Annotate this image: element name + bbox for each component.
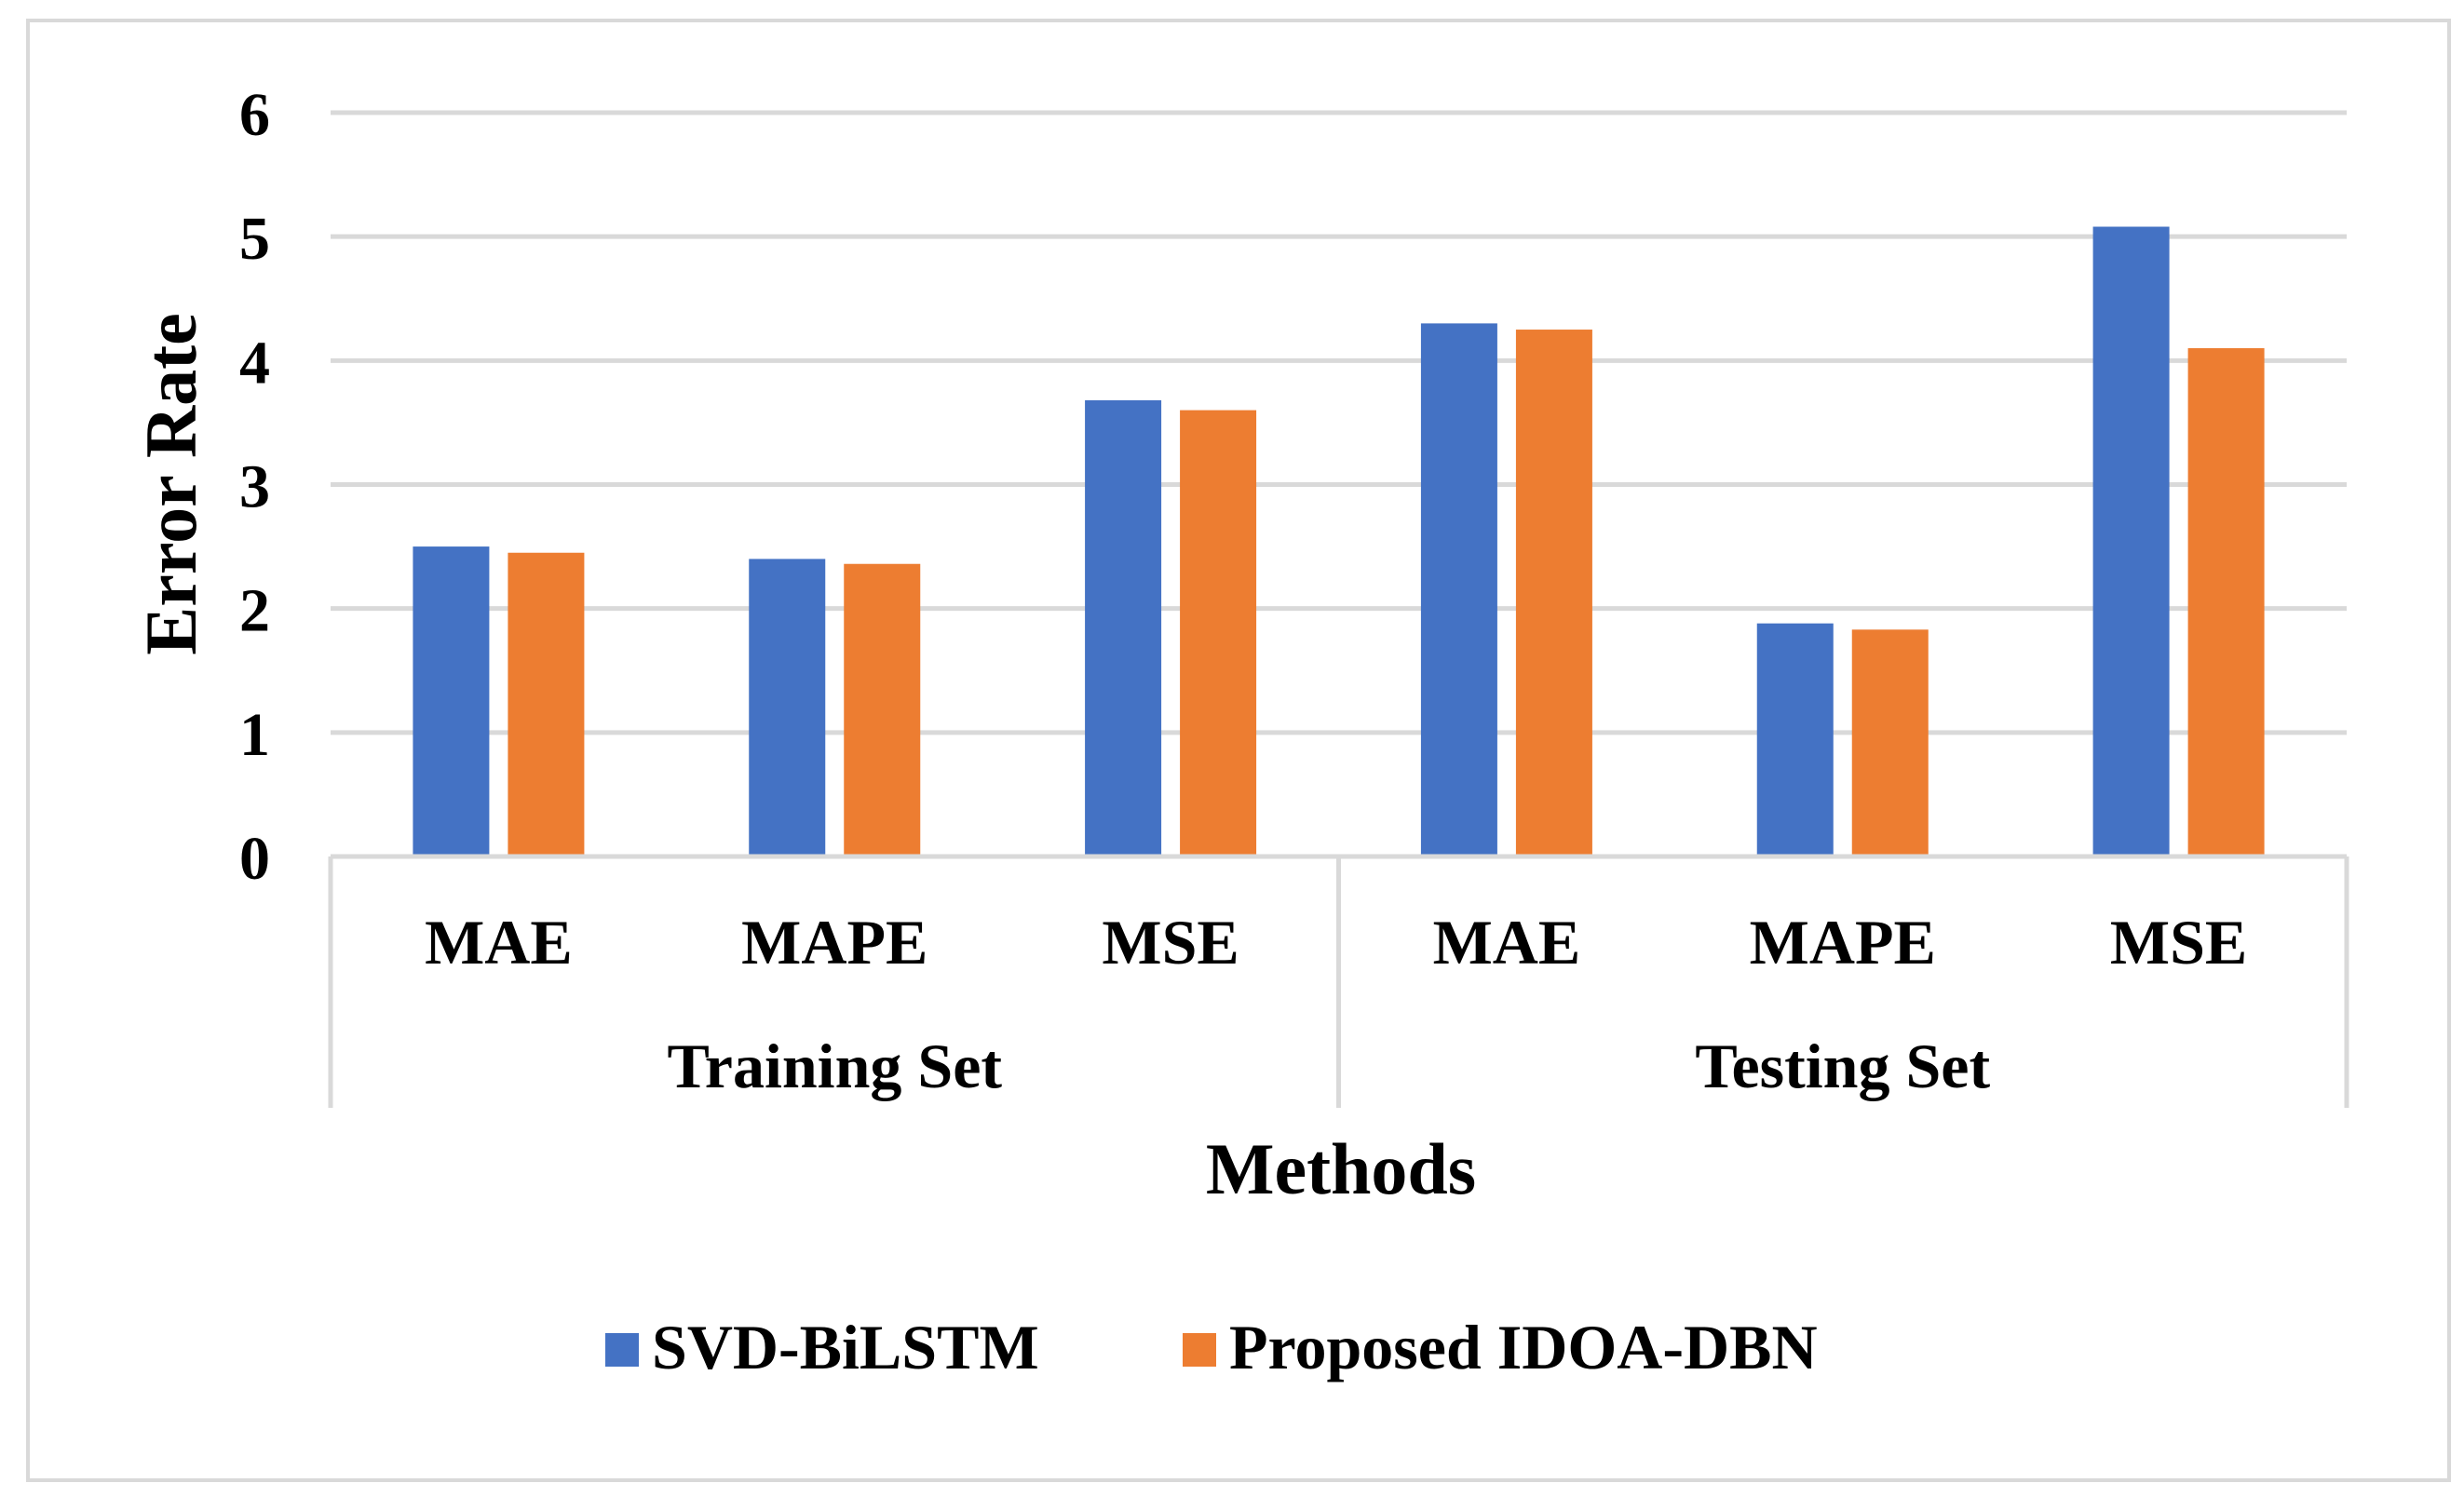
group-label: Training Set bbox=[667, 1031, 1002, 1101]
category-label: MAPE bbox=[1750, 907, 1936, 977]
legend-swatch bbox=[605, 1333, 639, 1367]
bar-svd-bilstm-4 bbox=[1756, 623, 1834, 856]
y-tick-label: 4 bbox=[239, 329, 270, 397]
category-label: MAE bbox=[425, 907, 573, 977]
legend: SVD-BiLSTM Proposed IDOA-DBN bbox=[605, 1312, 1818, 1382]
x-axis-title: Methods bbox=[1206, 1128, 1476, 1209]
gridlines bbox=[331, 110, 2347, 735]
group-label: Testing Set bbox=[1695, 1031, 1990, 1101]
y-tick-label: 1 bbox=[239, 701, 270, 769]
y-tick-label: 3 bbox=[239, 453, 270, 521]
category-labels: MAE MAPE MSE MAE MAPE MSE Training Set Testing … bbox=[425, 907, 2247, 1101]
y-tick-label: 5 bbox=[239, 205, 270, 273]
bar-idoa-dbn-5 bbox=[2187, 348, 2265, 856]
legend-label: Proposed IDOA-DBN bbox=[1229, 1312, 1818, 1382]
category-label: MSE bbox=[1102, 907, 1239, 977]
bar-idoa-dbn-2 bbox=[1180, 410, 1257, 856]
bar-idoa-dbn-0 bbox=[508, 552, 585, 856]
category-axis bbox=[328, 854, 2349, 1108]
bar-idoa-dbn-1 bbox=[844, 563, 921, 856]
legend-swatch bbox=[1183, 1333, 1216, 1367]
bar-idoa-dbn-3 bbox=[1515, 330, 1592, 857]
bar-svd-bilstm-3 bbox=[1420, 323, 1497, 857]
category-label: MAE bbox=[1433, 907, 1581, 977]
y-tick-label: 2 bbox=[239, 577, 270, 645]
bar-svd-bilstm-1 bbox=[749, 559, 826, 856]
bar-svd-bilstm-0 bbox=[413, 546, 490, 856]
y-tick-label: 0 bbox=[239, 825, 270, 893]
bar-svd-bilstm-2 bbox=[1085, 399, 1162, 856]
bar-idoa-dbn-4 bbox=[1851, 629, 1929, 856]
category-label: MAPE bbox=[741, 907, 927, 977]
y-tick-labels: 0 1 2 3 4 5 6 bbox=[239, 81, 270, 893]
category-label: MSE bbox=[2110, 907, 2247, 977]
y-tick-label: 6 bbox=[239, 81, 270, 149]
bars bbox=[413, 226, 2265, 857]
y-axis-title: Error Rate bbox=[130, 313, 211, 655]
legend-label: SVD-BiLSTM bbox=[652, 1312, 1039, 1382]
bar-svd-bilstm-5 bbox=[2092, 226, 2170, 857]
